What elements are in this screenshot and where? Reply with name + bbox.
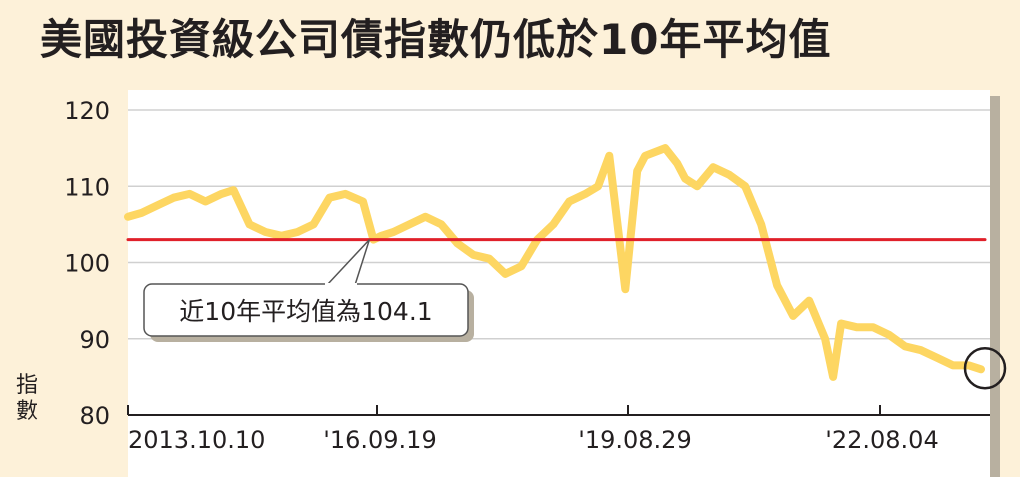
average-annotation: 近10年平均值為104.1 xyxy=(143,239,474,342)
y-tick-label: 90 xyxy=(79,326,110,354)
x-tick-label: '19.08.29 xyxy=(578,426,691,454)
annotation-joint-cover xyxy=(325,283,357,287)
y-tick-label: 100 xyxy=(64,250,110,278)
x-tick-label: 2013.10.10 xyxy=(128,426,265,454)
end-point-highlight xyxy=(963,347,1007,390)
y-axis-label-char: 指 xyxy=(16,373,38,398)
annotation-pointer xyxy=(326,239,371,286)
annotation-label: 近10年平均值為104.1 xyxy=(179,297,432,326)
annotation-box xyxy=(143,283,469,337)
chart-title: 美國投資級公司債指數仍低於10年平均值 xyxy=(40,15,832,64)
x-tick-label: '22.08.04 xyxy=(825,426,938,454)
y-tick-label: 110 xyxy=(64,173,110,201)
x-tick-label: '16.09.19 xyxy=(323,426,436,454)
y-axis-label: 指數 xyxy=(16,373,38,424)
y-tick-label: 80 xyxy=(79,402,110,430)
y-axis-label-char: 數 xyxy=(16,399,38,424)
index-series-line xyxy=(124,144,985,381)
y-tick-label: 120 xyxy=(64,97,110,125)
